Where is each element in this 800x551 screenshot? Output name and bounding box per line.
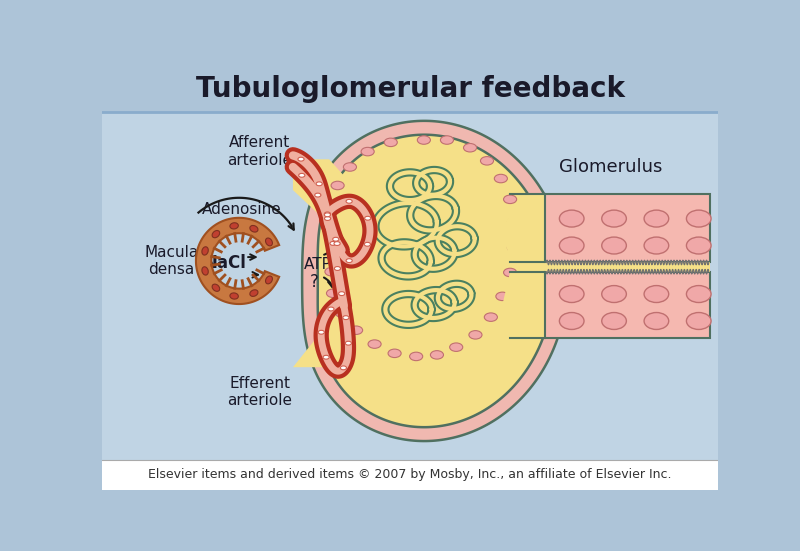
Ellipse shape <box>331 181 344 190</box>
Ellipse shape <box>418 136 430 144</box>
Ellipse shape <box>365 217 370 220</box>
Ellipse shape <box>298 174 305 177</box>
Ellipse shape <box>644 237 669 254</box>
Ellipse shape <box>326 289 339 298</box>
Ellipse shape <box>346 341 351 345</box>
Ellipse shape <box>202 267 208 275</box>
Ellipse shape <box>559 210 584 227</box>
Ellipse shape <box>507 218 521 226</box>
Ellipse shape <box>314 193 321 197</box>
Ellipse shape <box>346 259 352 263</box>
Ellipse shape <box>325 217 330 220</box>
FancyBboxPatch shape <box>545 194 710 262</box>
Ellipse shape <box>250 290 258 296</box>
FancyBboxPatch shape <box>102 460 718 490</box>
Ellipse shape <box>333 237 339 241</box>
Polygon shape <box>502 272 545 338</box>
Ellipse shape <box>450 343 462 352</box>
Ellipse shape <box>212 230 220 237</box>
Ellipse shape <box>559 237 584 254</box>
Text: ?: ? <box>310 273 318 291</box>
Ellipse shape <box>686 237 711 254</box>
Ellipse shape <box>266 238 273 246</box>
Ellipse shape <box>602 210 626 227</box>
Ellipse shape <box>644 285 669 302</box>
Ellipse shape <box>298 157 304 161</box>
Text: Efferent
arteriole: Efferent arteriole <box>227 376 292 408</box>
Ellipse shape <box>686 312 711 329</box>
FancyBboxPatch shape <box>102 112 718 460</box>
Polygon shape <box>196 218 279 304</box>
Ellipse shape <box>410 352 422 361</box>
Text: Tubuloglomerular feedback: Tubuloglomerular feedback <box>195 75 625 103</box>
Ellipse shape <box>494 174 507 183</box>
Ellipse shape <box>230 223 238 229</box>
Ellipse shape <box>350 326 362 334</box>
FancyBboxPatch shape <box>545 272 710 338</box>
Ellipse shape <box>323 355 329 359</box>
Ellipse shape <box>644 312 669 329</box>
Ellipse shape <box>342 316 349 320</box>
Ellipse shape <box>469 331 482 339</box>
Ellipse shape <box>602 312 626 329</box>
Ellipse shape <box>318 331 324 334</box>
Ellipse shape <box>250 225 258 232</box>
Ellipse shape <box>334 267 341 271</box>
Ellipse shape <box>484 313 498 321</box>
Ellipse shape <box>202 247 208 255</box>
FancyBboxPatch shape <box>102 66 718 112</box>
Polygon shape <box>302 121 567 441</box>
Text: Adenosine: Adenosine <box>202 202 282 217</box>
Ellipse shape <box>368 340 381 348</box>
Ellipse shape <box>361 147 374 156</box>
Text: ATP: ATP <box>304 257 331 272</box>
Ellipse shape <box>507 244 521 252</box>
Ellipse shape <box>212 284 220 291</box>
Ellipse shape <box>430 350 443 359</box>
Text: Afferent
arteriole: Afferent arteriole <box>227 136 292 168</box>
Polygon shape <box>502 194 545 262</box>
Ellipse shape <box>346 199 352 203</box>
Ellipse shape <box>330 241 336 245</box>
Ellipse shape <box>503 268 517 277</box>
Ellipse shape <box>388 349 401 358</box>
Ellipse shape <box>503 195 517 203</box>
Ellipse shape <box>325 267 338 276</box>
Polygon shape <box>293 159 387 367</box>
Ellipse shape <box>343 163 357 171</box>
Ellipse shape <box>316 182 322 186</box>
Ellipse shape <box>336 309 349 317</box>
Ellipse shape <box>559 285 584 302</box>
Ellipse shape <box>324 212 330 216</box>
Ellipse shape <box>559 312 584 329</box>
Ellipse shape <box>340 366 346 370</box>
Ellipse shape <box>602 237 626 254</box>
Ellipse shape <box>463 143 477 152</box>
Ellipse shape <box>686 210 711 227</box>
Ellipse shape <box>230 293 238 299</box>
FancyBboxPatch shape <box>545 262 710 272</box>
Text: NaCl: NaCl <box>204 254 246 272</box>
Ellipse shape <box>602 285 626 302</box>
Ellipse shape <box>338 291 345 295</box>
Ellipse shape <box>644 210 669 227</box>
Text: Glomerulus: Glomerulus <box>558 158 662 176</box>
Polygon shape <box>318 134 554 427</box>
Ellipse shape <box>686 285 711 302</box>
Ellipse shape <box>328 307 334 311</box>
Ellipse shape <box>481 156 494 165</box>
Ellipse shape <box>364 242 370 246</box>
Ellipse shape <box>496 292 509 301</box>
Ellipse shape <box>384 138 398 147</box>
Ellipse shape <box>334 242 340 246</box>
Ellipse shape <box>441 136 454 144</box>
Ellipse shape <box>266 276 273 284</box>
Text: Macula
densa: Macula densa <box>144 245 198 277</box>
Text: Elsevier items and derived items © 2007 by Mosby, Inc., an affiliate of Elsevier: Elsevier items and derived items © 2007 … <box>148 468 672 482</box>
Ellipse shape <box>324 213 330 217</box>
